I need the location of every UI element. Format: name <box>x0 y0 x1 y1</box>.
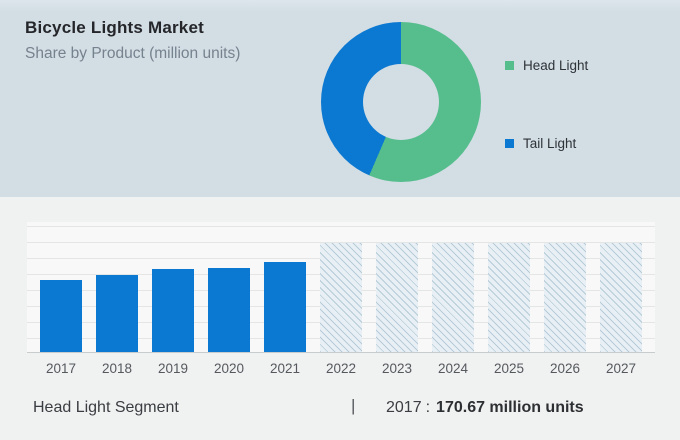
bar-column-2021: 2021 <box>264 222 306 376</box>
x-axis-label-2017: 2017 <box>45 361 77 376</box>
legend-label: Tail Light <box>523 136 577 151</box>
x-axis-label-2018: 2018 <box>101 361 133 376</box>
bar-column-2019: 2019 <box>152 222 194 376</box>
legend-item-head-light: Head Light <box>505 58 588 73</box>
legend-item-tail-light: Tail Light <box>505 136 576 151</box>
stat-value: 170.67 million units <box>436 399 584 416</box>
x-axis-label-2025: 2025 <box>493 361 525 376</box>
forecast-bar-2025 <box>488 243 530 352</box>
x-axis-label-2020: 2020 <box>213 361 245 376</box>
stat-caption: 2017:170.67 million units <box>386 399 584 417</box>
x-axis-label-2021: 2021 <box>269 361 301 376</box>
bar-column-2018: 2018 <box>96 222 138 376</box>
bar-column-2026: 2026 <box>544 222 586 376</box>
forecast-bar-2027 <box>600 243 642 352</box>
forecast-bar-2023 <box>376 243 418 352</box>
bar-2019 <box>152 269 194 352</box>
bar-chart-section: 2017 2018 2019 2020 2021 2022 2023 2024 2025 2026… <box>0 197 680 440</box>
bar-column-2017: 2017 <box>40 222 82 376</box>
x-axis-label-2027: 2027 <box>605 361 637 376</box>
hero-section: Bicycle Lights Market Share by Product (… <box>0 0 680 198</box>
bar-2020 <box>208 268 250 352</box>
head-light-swatch-icon <box>505 61 514 70</box>
donut-hole <box>363 64 439 140</box>
stat-year: 2017 <box>386 399 422 416</box>
bar-column-2022: 2022 <box>320 222 362 376</box>
forecast-bar-2026 <box>544 243 586 352</box>
bar-column-2025: 2025 <box>488 222 530 376</box>
donut-chart <box>321 22 481 182</box>
x-axis-label-2019: 2019 <box>157 361 189 376</box>
tail-light-swatch-icon <box>505 139 514 148</box>
bar-2021 <box>264 262 306 352</box>
stat-colon: : <box>425 399 431 416</box>
forecast-bar-2024 <box>432 243 474 352</box>
legend-label: Head Light <box>523 58 589 73</box>
bar-chart-plot: 2017 2018 2019 2020 2021 2022 2023 2024 2025 2026… <box>27 222 655 376</box>
bar-column-2020: 2020 <box>208 222 250 376</box>
bar-2017 <box>40 280 82 352</box>
caption-divider: | <box>351 396 356 415</box>
page-subtitle: Share by Product (million units) <box>25 45 241 62</box>
x-axis-label-2023: 2023 <box>381 361 413 376</box>
bar-column-2023: 2023 <box>376 222 418 376</box>
x-axis-label-2024: 2024 <box>437 361 469 376</box>
forecast-bar-2022 <box>320 243 362 352</box>
x-axis-label-2026: 2026 <box>549 361 581 376</box>
segment-caption: Head Light Segment <box>33 399 179 416</box>
bar-columns: 2017 2018 2019 2020 2021 2022 2023 2024 2025 2026… <box>27 222 655 376</box>
x-axis-label-2022: 2022 <box>325 361 357 376</box>
bar-2018 <box>96 275 138 352</box>
bar-column-2027: 2027 <box>600 222 642 376</box>
legend: Head Light Tail Light <box>505 0 675 197</box>
bar-column-2024: 2024 <box>432 222 474 376</box>
page-title: Bicycle Lights Market <box>25 18 204 37</box>
